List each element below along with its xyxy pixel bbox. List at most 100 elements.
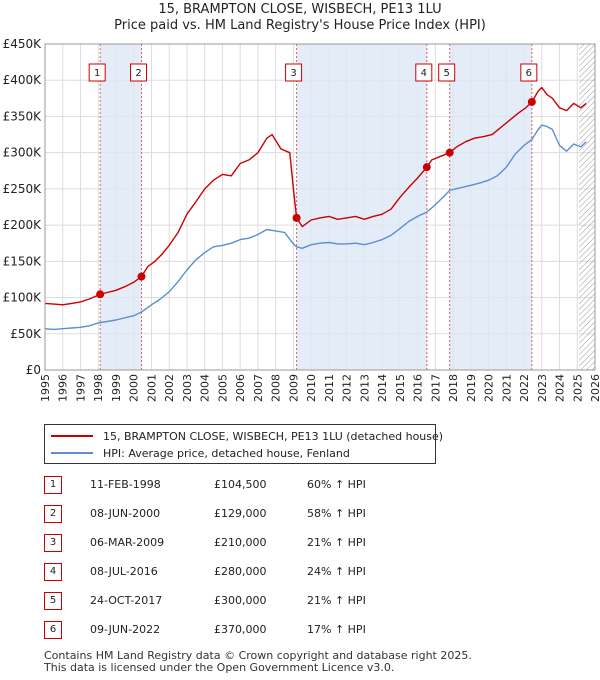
sale-price: £370,000 (214, 623, 267, 636)
x-tick-label: 2016 (412, 374, 425, 402)
sale-price: £129,000 (214, 507, 267, 520)
property-price-line (44, 86, 587, 306)
sale-hpi-change: 21% ↑ HPI (307, 594, 366, 607)
sale-hpi-change: 21% ↑ HPI (307, 536, 366, 549)
sale-date: 06-MAR-2009 (90, 536, 165, 549)
legend-item-hpi: HPI: Average price, detached house, Fenl… (51, 445, 350, 461)
legend-swatch-hpi (51, 452, 93, 454)
sale-marker-label: 6 (526, 68, 532, 79)
sale-date: 24-OCT-2017 (90, 594, 163, 607)
x-tick-label: 2000 (128, 374, 141, 402)
x-tick-label: 2013 (358, 374, 371, 402)
legend-label-property: 15, BRAMPTON CLOSE, WISBECH, PE13 1LU (d… (103, 429, 444, 443)
y-tick-label: £150K (3, 254, 43, 268)
x-tick-label: 2020 (483, 374, 496, 402)
y-tick-label: £350K (3, 109, 43, 123)
x-tick-label: 2005 (216, 374, 229, 402)
sale-marker-box (285, 63, 303, 82)
sale-row: 4 08-JUL-2016 £280,000 24% ↑ HPI (44, 563, 464, 581)
sale-marker-box (415, 63, 433, 82)
x-tick-label: 2009 (287, 374, 300, 402)
sale-number-badge: 4 (44, 563, 62, 581)
sale-price: £300,000 (214, 594, 267, 607)
x-tick-label: 1995 (39, 374, 52, 402)
sale-marker-label: 5 (444, 68, 450, 79)
x-tick-label: 1996 (57, 374, 70, 402)
x-tick-label: 1997 (74, 374, 87, 402)
sale-number-badge: 6 (44, 621, 62, 639)
footer-attribution: Contains HM Land Registry data © Crown c… (44, 650, 472, 674)
y-tick-label: £400K (3, 73, 43, 87)
x-tick-label: 1999 (110, 374, 123, 402)
y-tick-label: £50K (10, 327, 42, 341)
x-tick-label: 2023 (536, 374, 549, 402)
x-tick-label: 2015 (394, 374, 407, 402)
sale-row: 6 09-JUN-2022 £370,000 17% ↑ HPI (44, 621, 464, 639)
y-tick-label: £250K (3, 182, 43, 196)
sale-hpi-change: 58% ↑ HPI (307, 507, 366, 520)
footer-line-licence: This data is licensed under the Open Gov… (44, 661, 395, 674)
sale-row: 3 06-MAR-2009 £210,000 21% ↑ HPI (44, 534, 464, 552)
sale-marker-box (130, 63, 148, 82)
sale-number-badge: 1 (44, 476, 62, 494)
sale-hpi-change: 17% ↑ HPI (307, 623, 366, 636)
x-tick-label: 2022 (518, 374, 531, 402)
sale-row: 1 11-FEB-1998 £104,500 60% ↑ HPI (44, 476, 464, 494)
x-tick-label: 2021 (500, 374, 513, 402)
ownership-period-band (296, 44, 427, 370)
x-tick-label: 2011 (323, 374, 336, 402)
x-tick-label: 2002 (163, 374, 176, 402)
x-tick-label: 2025 (571, 374, 584, 402)
chart-title: 15, BRAMPTON CLOSE, WISBECH, PE13 1LU (158, 2, 442, 17)
sale-number-badge: 3 (44, 534, 62, 552)
sale-marker-box (438, 63, 456, 82)
x-tick-label: 2017 (429, 374, 442, 402)
legend-item-property: 15, BRAMPTON CLOSE, WISBECH, PE13 1LU (d… (51, 428, 443, 444)
sale-marker-label: 1 (94, 68, 100, 79)
chart-legend: 15, BRAMPTON CLOSE, WISBECH, PE13 1LU (d… (44, 424, 443, 464)
sale-marker-box (520, 63, 538, 82)
sale-point (445, 148, 454, 157)
ownership-period-band (449, 44, 532, 370)
legend-label-hpi: HPI: Average price, detached house, Fenl… (103, 446, 350, 460)
x-tick-label: 2001 (145, 374, 158, 402)
sale-number-badge: 2 (44, 505, 62, 523)
sale-point (422, 163, 431, 172)
sale-marker-box (88, 63, 106, 82)
x-tick-label: 2014 (376, 374, 389, 402)
x-tick-label: 2008 (270, 374, 283, 402)
sale-price: £210,000 (214, 536, 267, 549)
sale-price: £104,500 (214, 478, 267, 491)
price-chart: 1 2 3 4 5 6 £0 £50K £100K £150K £200K £250K £300K £3… (3, 37, 600, 402)
x-tick-label: 2006 (234, 374, 247, 402)
sale-date: 08-JUL-2016 (90, 565, 158, 578)
x-tick-label: 2024 (554, 374, 567, 402)
y-tick-label: £300K (3, 146, 43, 160)
x-tick-label: 2004 (199, 374, 212, 402)
y-tick-label: £450K (3, 37, 43, 51)
sale-hpi-change: 60% ↑ HPI (307, 478, 366, 491)
y-tick-label: £100K (3, 291, 43, 305)
sale-point (527, 97, 536, 106)
sale-point (292, 213, 301, 222)
sale-price: £280,000 (214, 565, 267, 578)
x-tick-label: 2026 (589, 374, 600, 402)
x-tick-label: 2010 (305, 374, 318, 402)
x-tick-label: 1998 (92, 374, 105, 402)
y-tick-label: £200K (3, 218, 43, 232)
sale-row: 2 08-JUN-2000 £129,000 58% ↑ HPI (44, 505, 464, 523)
sale-number-badge: 5 (44, 592, 62, 610)
x-tick-label: 2018 (447, 374, 460, 402)
x-tick-label: 2019 (465, 374, 478, 402)
chart-subtitle: Price paid vs. HM Land Registry's House … (114, 18, 486, 33)
x-tick-label: 2003 (181, 374, 194, 402)
sale-marker-label: 2 (135, 68, 141, 79)
sale-date: 09-JUN-2022 (90, 623, 161, 636)
hpi-line (44, 124, 587, 331)
x-tick-label: 2012 (341, 374, 354, 402)
sale-row: 5 24-OCT-2017 £300,000 21% ↑ HPI (44, 592, 464, 610)
sale-hpi-change: 24% ↑ HPI (307, 565, 366, 578)
plot-frame (44, 43, 596, 371)
legend-swatch-property (51, 435, 93, 437)
sale-point (137, 272, 146, 281)
